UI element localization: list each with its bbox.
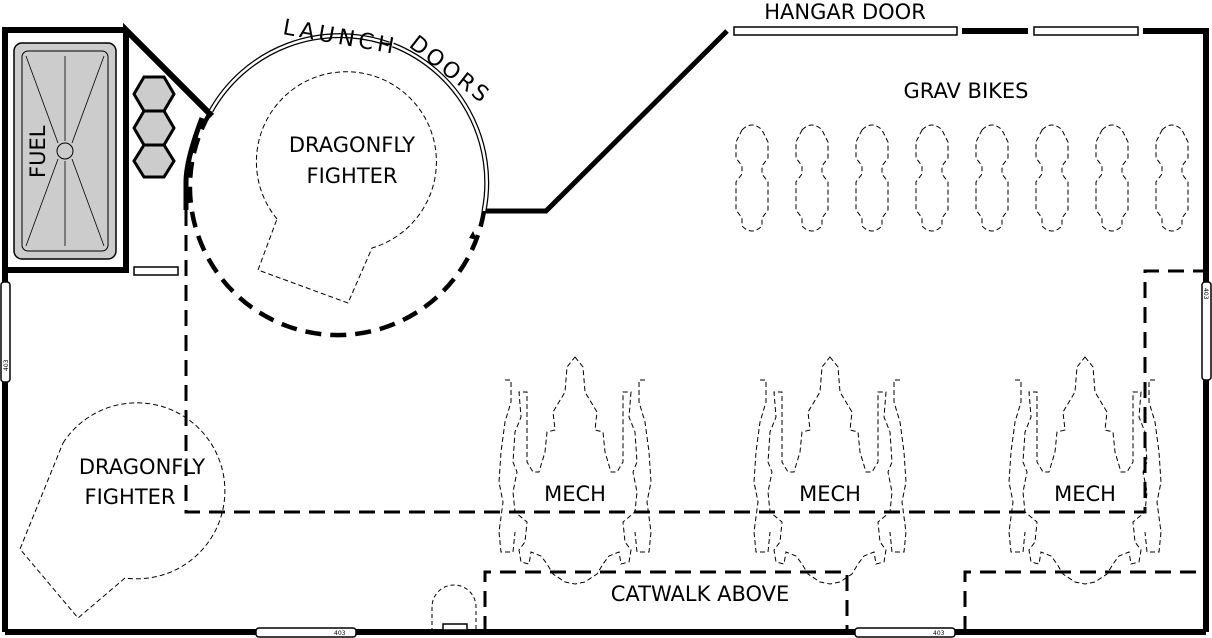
catwalk-upper-level bbox=[184, 210, 1206, 514]
angled-wall bbox=[484, 29, 729, 214]
hangar-door-panels bbox=[733, 26, 1139, 36]
launch-ring-dashed bbox=[187, 109, 487, 338]
grav-bike-8 bbox=[1155, 124, 1189, 232]
doors-label: DOORS bbox=[404, 31, 495, 110]
fuel-tank-drain-lines bbox=[25, 55, 105, 247]
fuel-room-wall bbox=[5, 22, 215, 273]
fuel-tank-inset bbox=[21, 50, 109, 252]
windows bbox=[0, 281, 1212, 638]
mechs bbox=[498, 356, 1162, 585]
fuel-drain-icon bbox=[56, 142, 74, 160]
dragonfly-fighter-floor bbox=[19, 402, 226, 619]
ladder-hatch bbox=[431, 584, 477, 632]
fighter-floor-outline bbox=[19, 402, 226, 619]
hangar-door-panel-left bbox=[733, 26, 958, 36]
fighter-floor-label-2: FIGHTER bbox=[84, 485, 175, 509]
mech-3-label-bg bbox=[1042, 478, 1128, 506]
grav-bike-4 bbox=[915, 124, 949, 232]
grav-bike-7 bbox=[1095, 124, 1129, 232]
dragonfly-fighter-pad bbox=[255, 71, 437, 304]
window-south-left bbox=[255, 627, 357, 638]
fuel-label: FUEL bbox=[26, 125, 50, 178]
fuel-cells bbox=[132, 75, 176, 179]
launch-door-arc-right-inner bbox=[392, 43, 488, 212]
fuel-cell-3 bbox=[132, 143, 176, 179]
window-tag-east: 403 bbox=[1202, 288, 1209, 300]
grav-bikes-label: GRAV BIKES bbox=[903, 79, 1028, 103]
launch-wall-curve bbox=[183, 117, 205, 210]
hangar-door-label-bg bbox=[744, 0, 944, 24]
catwalk-outline bbox=[184, 210, 1206, 632]
hangar-door-label: HANGAR DOOR bbox=[764, 0, 926, 24]
fighter-pad-label-2: FIGHTER bbox=[306, 164, 397, 188]
fighter-pad-outline bbox=[255, 71, 437, 304]
fuel-cell-1 bbox=[132, 75, 176, 113]
window-tag-west: 403 bbox=[3, 359, 10, 371]
launch-label: LAUNCH bbox=[281, 15, 400, 60]
mech-3 bbox=[1008, 356, 1162, 585]
hatch-step bbox=[442, 623, 468, 631]
mech-2 bbox=[753, 356, 907, 585]
window-south-right bbox=[854, 627, 956, 638]
hangar-door-panel-right bbox=[1033, 26, 1139, 36]
mech-2-label: MECH bbox=[799, 482, 861, 506]
window-tags: 403 403 403 403 bbox=[3, 288, 1209, 637]
mech-1-label: MECH bbox=[544, 482, 606, 506]
window-east bbox=[1201, 281, 1212, 381]
window-tag-south-left: 403 bbox=[334, 630, 346, 637]
mech-3-label: MECH bbox=[1054, 482, 1116, 506]
grav-bike-6 bbox=[1035, 124, 1069, 232]
catwalk-label: CATWALK ABOVE bbox=[611, 582, 790, 606]
grav-bike-5 bbox=[975, 124, 1009, 232]
grav-bikes bbox=[735, 124, 1189, 232]
catwalk-lower-right bbox=[963, 570, 1206, 632]
catwalk-lower-left bbox=[483, 570, 849, 632]
west-wall-upper bbox=[2, 27, 126, 282]
mech-2-label-bg bbox=[787, 478, 873, 506]
grav-bike-2 bbox=[795, 124, 829, 232]
mech-1 bbox=[498, 356, 652, 585]
fuel-station: FUEL bbox=[5, 22, 215, 276]
window-west bbox=[0, 281, 11, 383]
grav-bike-3 bbox=[855, 124, 889, 232]
launch-door-arc-left-inner bbox=[209, 34, 390, 112]
fuel-cell-2 bbox=[132, 109, 176, 147]
east-wall-upper bbox=[1143, 28, 1209, 282]
launch-door-pivot-right bbox=[469, 231, 477, 240]
mech-1-label-bg bbox=[532, 478, 618, 506]
fighter-floor-label-1: DRAGONFLY bbox=[79, 455, 205, 479]
grav-bike-1 bbox=[735, 124, 769, 232]
fighter-pad-label-1: DRAGONFLY bbox=[289, 133, 415, 157]
window-tag-south-right: 403 bbox=[933, 630, 945, 637]
outer-walls bbox=[2, 27, 1209, 635]
hatch-outline bbox=[431, 584, 477, 632]
fuel-console bbox=[133, 266, 179, 276]
